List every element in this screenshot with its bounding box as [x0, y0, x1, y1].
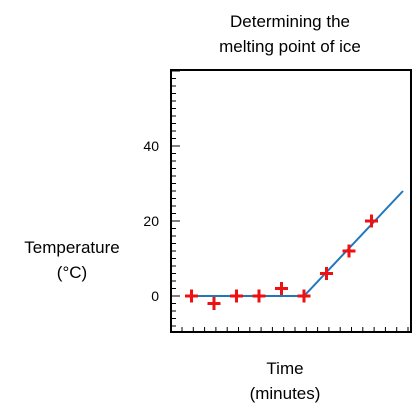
data-point-marker — [252, 289, 266, 303]
x-axis-label-line-2: (minutes) — [250, 384, 321, 403]
data-point-marker — [185, 289, 198, 303]
data-point-marker — [342, 244, 356, 258]
y-tick-labels: 0 20 40 — [143, 138, 159, 304]
chart-title-line-2: melting point of ice — [219, 37, 361, 56]
plot-frame — [170, 69, 412, 333]
data-point-marker — [320, 267, 333, 280]
x-axis-label-line-1: Time — [266, 359, 303, 378]
data-point-marker — [365, 214, 378, 228]
y-tick-label: 40 — [143, 138, 159, 154]
fit-line — [191, 190, 404, 297]
y-axis-label-line-2: (°C) — [57, 263, 87, 282]
series-layer — [185, 190, 404, 310]
y-axis-label-line-1: Temperature — [24, 238, 119, 257]
tick-marks — [171, 70, 409, 332]
data-point-marker — [297, 289, 311, 303]
y-tick-label: 20 — [143, 213, 159, 229]
data-point-marker — [207, 297, 221, 310]
y-tick-label: 0 — [151, 288, 159, 304]
data-point-marker — [230, 289, 243, 303]
chart-title-line-1: Determining the — [230, 12, 350, 31]
data-point-marker — [275, 282, 288, 295]
